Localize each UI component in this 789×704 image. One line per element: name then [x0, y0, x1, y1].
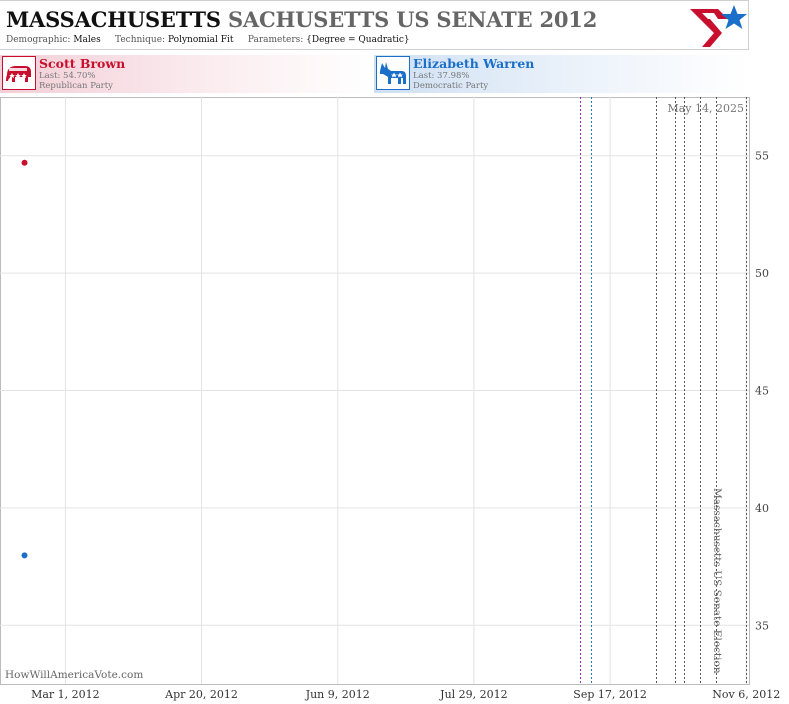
- x-tick-label: Jun 9, 2012: [305, 688, 370, 701]
- title-race: SACHUSETTS US SENATE 2012: [227, 7, 598, 32]
- election-label: Massachusetts US Senate Election: [711, 488, 723, 674]
- candidate-name: Elizabeth Warren: [413, 56, 535, 71]
- elephant-icon: [2, 56, 36, 90]
- event-lines: [580, 97, 747, 684]
- x-tick-label: Jul 29, 2012: [439, 688, 508, 701]
- candidate-party: Republican Party: [39, 81, 113, 91]
- watermark: HowWillAmericaVote.com: [5, 669, 143, 681]
- x-tick-label: Nov 6, 2012: [712, 688, 780, 701]
- y-tick-label: 45: [755, 385, 769, 398]
- parameters-label: Parameters:: [247, 35, 304, 45]
- data-point: [21, 159, 28, 166]
- candidate-card-brown: Scott Brown Last: 54.70% Republican Part…: [0, 55, 374, 93]
- data-point: [21, 552, 28, 559]
- as-of-date-label: May 14, 2025: [667, 102, 744, 115]
- site-logo-icon: [690, 5, 747, 47]
- candidate-party: Democratic Party: [413, 81, 489, 91]
- data-points: [21, 159, 28, 559]
- y-tick-label: 35: [755, 619, 769, 632]
- meta-line: Demographic: Males Technique: Polynomial…: [6, 35, 410, 45]
- technique-value: Polynomial Fit: [167, 35, 234, 45]
- x-tick-label: Sep 17, 2012: [573, 688, 647, 701]
- grid: [0, 97, 749, 684]
- x-tick-label: Apr 20, 2012: [164, 688, 238, 701]
- x-tick-label: Mar 1, 2012: [31, 688, 100, 701]
- y-tick-label: 50: [755, 267, 769, 280]
- candidate-card-warren: Elizabeth Warren Last: 37.98% Democratic…: [374, 55, 750, 93]
- title-state: MASSACHUSETTS: [6, 7, 221, 32]
- candidate-name: Scott Brown: [39, 56, 126, 71]
- demographic-label: Demographic:: [6, 35, 71, 45]
- page-title: MASSACHUSETTS SACHUSETTS US SENATE 2012: [6, 7, 597, 32]
- donkey-icon: [376, 56, 410, 90]
- y-tick-label: 40: [755, 502, 769, 515]
- candidate-last-value: Last: 37.98%: [413, 71, 470, 81]
- demographic-value: Males: [73, 35, 101, 45]
- axis-ticks: 35 40 45 50 55 Mar 1, 2012 Apr 20, 2012 Jun 9, …: [31, 150, 780, 701]
- chart-header: MASSACHUSETTS SACHUSETTS US SENATE 2012 …: [0, 0, 749, 50]
- parameters-value: {Degree = Quadratic}: [306, 35, 410, 45]
- technique-label: Technique:: [115, 35, 166, 45]
- candidate-last-value: Last: 54.70%: [39, 71, 96, 81]
- y-tick-label: 55: [755, 150, 769, 163]
